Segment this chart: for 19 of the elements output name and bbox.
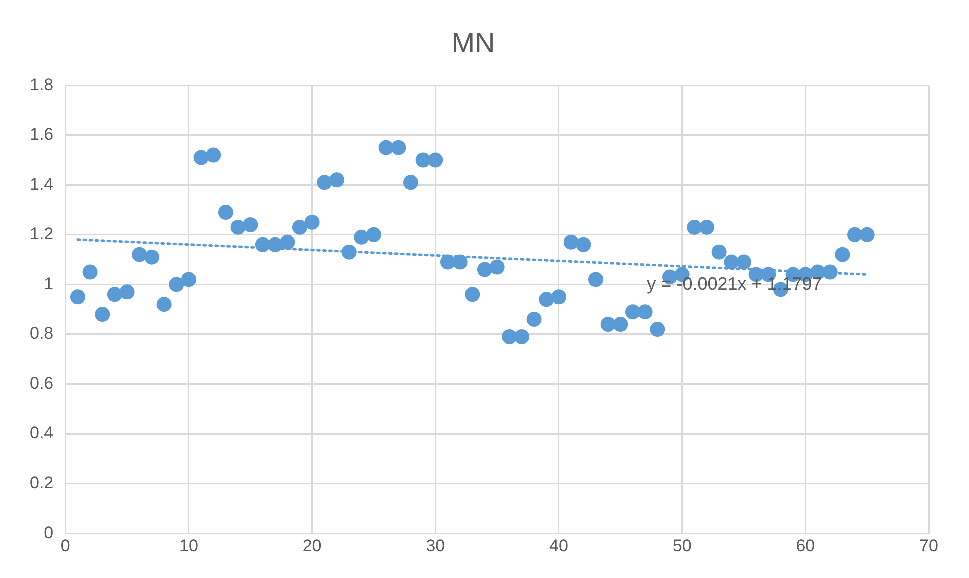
y-tick-label: 1.4 — [30, 174, 54, 194]
y-tick-label: 1 — [44, 274, 54, 294]
x-tick-label: 10 — [180, 536, 198, 556]
x-tick-label: 60 — [796, 536, 816, 556]
y-tick-label: 1.2 — [30, 224, 54, 244]
x-tick-label: 20 — [302, 536, 322, 556]
y-tick-label: 1.6 — [30, 125, 54, 144]
x-tick-label: 30 — [426, 536, 446, 556]
x-tick-label: 70 — [920, 536, 938, 556]
y-tick-label: 0.6 — [30, 374, 54, 393]
y-tick-label: 0 — [44, 523, 54, 542]
y-tick-label: 0.8 — [30, 324, 54, 344]
x-tick-label: 50 — [672, 536, 692, 556]
chart-title: MN — [452, 28, 496, 59]
y-tick-label: 0.2 — [30, 474, 54, 493]
x-tick-label: 0 — [60, 536, 70, 556]
y-tick-label: 1.8 — [30, 75, 54, 94]
x-tick-label: 40 — [550, 536, 568, 556]
y-tick-label: 0.4 — [30, 424, 54, 443]
